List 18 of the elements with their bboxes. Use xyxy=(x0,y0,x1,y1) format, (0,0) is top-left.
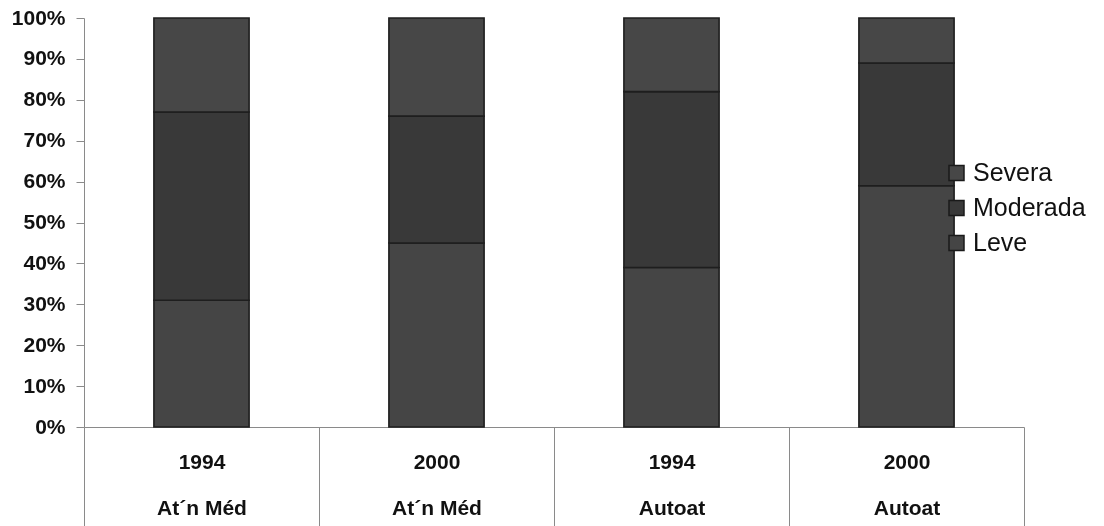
y-tick-label: 30% xyxy=(23,291,66,315)
x-tick-label: 2000 Autoat xyxy=(873,449,941,519)
x-tick-label: 2000 At´n Méd xyxy=(392,449,482,519)
y-tick-label: 100% xyxy=(11,5,66,29)
y-tick-label: 80% xyxy=(23,87,66,111)
legend-label: Severa xyxy=(973,158,1053,186)
y-tick-label: 0% xyxy=(35,414,66,438)
legend-label: Moderada xyxy=(973,193,1086,221)
y-tick-label: 60% xyxy=(23,169,66,193)
y-tick-label: 10% xyxy=(23,373,66,397)
y-tick-label: 40% xyxy=(23,250,66,274)
y-tick-label: 70% xyxy=(23,128,66,152)
y-tick-label: 20% xyxy=(23,332,66,356)
x-tick-label: 1994 Autoat xyxy=(638,449,706,519)
x-tick-label: 1994 At´n Méd xyxy=(157,449,247,519)
y-tick-label: 50% xyxy=(23,210,66,233)
y-tick-label: 90% xyxy=(23,46,66,70)
legend-label: Leve xyxy=(973,228,1028,256)
